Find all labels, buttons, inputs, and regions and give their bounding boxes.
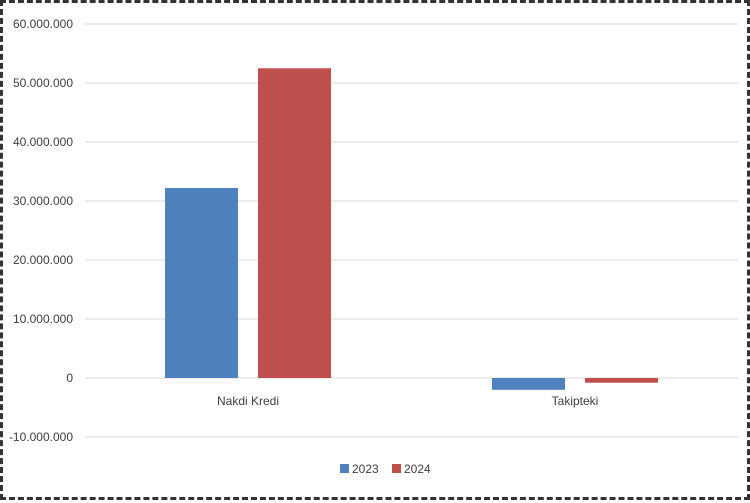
legend-swatch-2024 bbox=[392, 464, 401, 473]
y-tick-label: 10.000.000 bbox=[13, 312, 73, 326]
bar-2024-nakdi-kredi bbox=[258, 68, 331, 378]
bars bbox=[165, 68, 658, 390]
y-tick-label: 20.000.000 bbox=[13, 253, 73, 267]
bar-chart: 60.000.000 50.000.000 40.000.000 30.000.000… bbox=[9, 17, 738, 476]
bar-2023-takipteki bbox=[492, 378, 565, 390]
x-category-label: Nakdi Kredi bbox=[217, 394, 279, 408]
x-axis-category-labels: Nakdi Kredi Takipteki bbox=[217, 394, 598, 408]
y-tick-label: 40.000.000 bbox=[13, 135, 73, 149]
legend-swatch-2023 bbox=[340, 464, 349, 473]
y-tick-label: 30.000.000 bbox=[13, 194, 73, 208]
y-axis-tick-labels: 60.000.000 50.000.000 40.000.000 30.000.000… bbox=[9, 17, 73, 444]
legend: 2023 2024 bbox=[340, 462, 431, 476]
legend-label-2024: 2024 bbox=[404, 462, 431, 476]
bar-2023-nakdi-kredi bbox=[165, 188, 238, 378]
y-tick-label: 60.000.000 bbox=[13, 17, 73, 31]
bar-2024-takipteki bbox=[585, 378, 658, 383]
y-tick-label: 50.000.000 bbox=[13, 76, 73, 90]
legend-label-2023: 2023 bbox=[352, 462, 379, 476]
y-tick-label: 0 bbox=[66, 371, 73, 385]
y-tick-label: -10.000.000 bbox=[9, 430, 73, 444]
x-category-label: Takipteki bbox=[552, 394, 599, 408]
